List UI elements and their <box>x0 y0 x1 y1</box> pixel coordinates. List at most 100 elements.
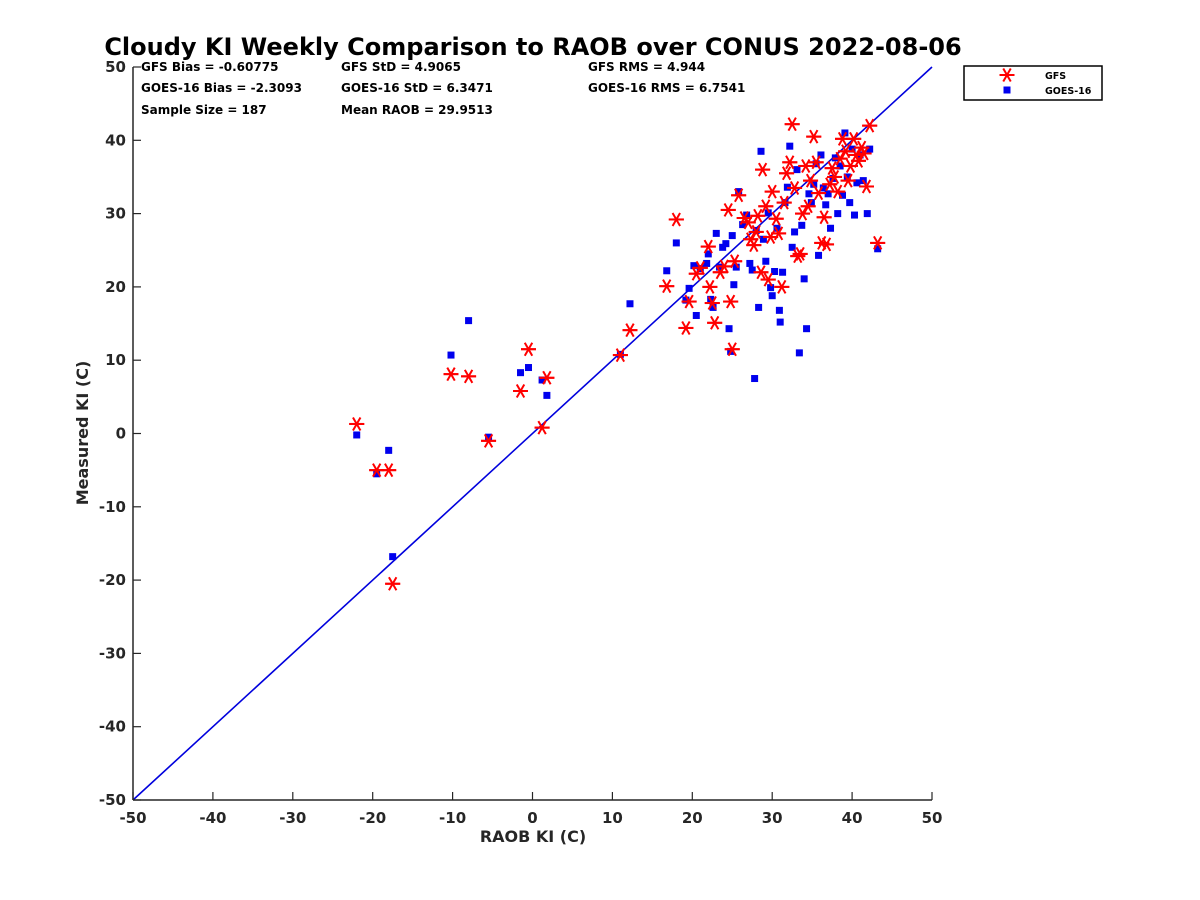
goes16-point <box>722 240 730 248</box>
goes16-point <box>517 369 525 377</box>
gfs-point <box>768 211 784 226</box>
goes16-point <box>732 263 740 271</box>
gfs-point <box>702 279 718 294</box>
x-tick-label: 30 <box>762 809 783 827</box>
goes16-point <box>846 199 854 207</box>
x-axis-label: RAOB KI (C) <box>480 827 586 846</box>
goes16-point <box>543 391 551 399</box>
goes16-point <box>690 262 698 270</box>
gfs-point <box>782 155 798 170</box>
goes16-point <box>776 318 784 326</box>
gfs-point <box>539 370 555 385</box>
gfs-point <box>819 237 835 252</box>
goes16-point <box>827 224 835 232</box>
gfs-point <box>443 367 459 382</box>
goes16-point <box>755 303 763 311</box>
y-tick-label: -30 <box>99 644 126 662</box>
gfs-point <box>771 226 787 241</box>
goes16-point <box>817 151 825 159</box>
gfs-point <box>870 235 886 250</box>
stat-text: GFS RMS = 4.944 <box>588 60 705 74</box>
y-tick-label: -40 <box>99 718 126 736</box>
stats-panel: GFS Bias = -0.60775 GFS StD = 4.9065 GFS R… <box>141 60 745 117</box>
goes16-point <box>757 147 765 155</box>
stat-text: GFS StD = 4.9065 <box>341 60 461 74</box>
goes16-point <box>791 228 799 236</box>
goes16-point <box>767 284 775 292</box>
gfs-point <box>764 184 780 199</box>
goes16-point <box>751 375 759 383</box>
legend-gfs-label: GFS <box>1045 71 1066 82</box>
gfs-point <box>700 239 716 254</box>
stat-text: GOES-16 RMS = 6.7541 <box>588 81 745 95</box>
y-tick-label: 30 <box>105 205 126 223</box>
goes16-point <box>353 431 361 439</box>
goes16-point <box>748 266 756 274</box>
gfs-point <box>692 260 708 275</box>
goes16-point <box>803 325 811 333</box>
stat-text: GFS Bias = -0.60775 <box>141 60 278 74</box>
gfs-point <box>760 272 776 287</box>
goes16-point <box>800 275 808 283</box>
gfs-point <box>800 199 816 214</box>
goes16-point <box>779 268 787 276</box>
gfs-point <box>846 131 862 146</box>
gfs-point <box>731 188 747 203</box>
gfs-point <box>787 180 803 195</box>
legend-gfs-marker <box>999 68 1015 82</box>
goes16-point <box>773 224 781 232</box>
gfs-point <box>707 315 723 330</box>
goes16-point <box>703 259 711 267</box>
gfs-point <box>748 224 764 239</box>
goes16-point <box>692 311 700 319</box>
y-tick-label: -10 <box>99 498 126 516</box>
goes16-point <box>663 267 671 275</box>
gfs-point <box>622 323 638 338</box>
gfs-point <box>668 212 684 227</box>
goes16-point <box>739 221 747 229</box>
goes16-point <box>795 349 803 357</box>
goes16-point <box>822 201 830 209</box>
x-tick-label: -20 <box>359 809 386 827</box>
y-tick-label: 50 <box>105 58 126 76</box>
gfs-point <box>806 129 822 144</box>
gfs-point <box>798 158 814 173</box>
gfs-point <box>811 186 827 201</box>
gfs-point <box>716 259 732 274</box>
stat-text: GOES-16 StD = 6.3471 <box>341 81 493 95</box>
goes16-point <box>819 184 827 192</box>
legend: GFS GOES-16 <box>963 65 1103 101</box>
gfs-point <box>723 294 739 309</box>
gfs-point <box>816 210 832 225</box>
x-tick-label: 40 <box>842 809 863 827</box>
goes16-point <box>874 245 882 253</box>
gfs-point <box>862 118 878 133</box>
goes16-point <box>538 376 546 384</box>
y-tick-label: 40 <box>105 131 126 149</box>
goes16-point <box>735 188 743 196</box>
one-to-one-line <box>132 66 933 801</box>
goes16-point <box>465 317 473 325</box>
gfs-point <box>784 117 800 132</box>
gfs-point <box>758 199 774 214</box>
gfs-point <box>808 155 824 170</box>
y-tick-label: -50 <box>99 791 126 809</box>
goes16-point <box>793 166 801 174</box>
gfs-point <box>659 279 675 294</box>
gfs-point <box>827 169 843 184</box>
x-tick-label: -40 <box>199 809 226 827</box>
gfs-point <box>720 202 736 217</box>
gfs-point <box>704 296 720 311</box>
goes16-point <box>786 142 794 150</box>
goes16-point <box>759 235 767 243</box>
gfs-point <box>385 576 401 591</box>
gfs-point <box>534 420 550 435</box>
goes16-point <box>746 259 754 267</box>
gfs-point <box>724 342 740 357</box>
goes16-point <box>834 210 842 218</box>
gfs-point <box>824 161 840 176</box>
stat-text: Sample Size = 187 <box>141 103 267 117</box>
goes16-point <box>672 239 680 247</box>
goes16-point <box>389 553 397 561</box>
goes16-point <box>373 470 381 478</box>
